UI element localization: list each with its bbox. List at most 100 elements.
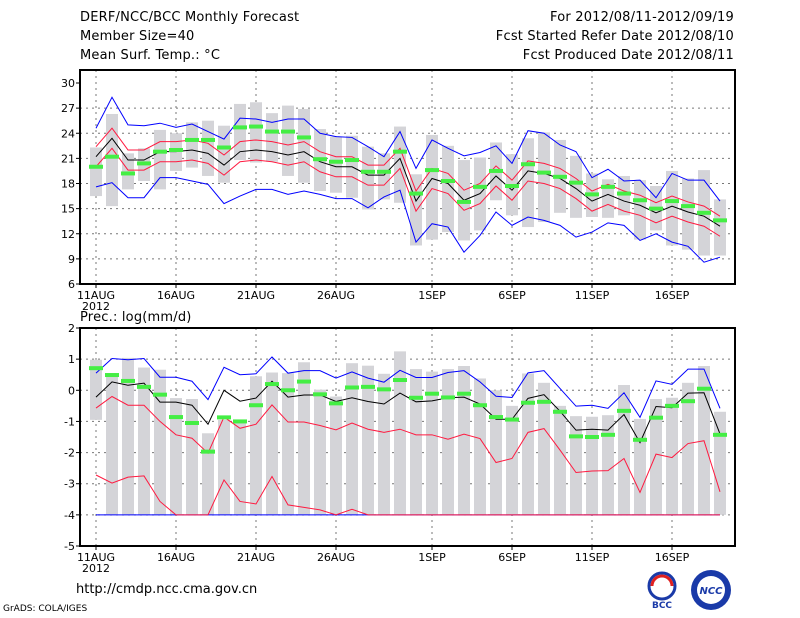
- produced-date: Fcst Produced Date 2012/08/11: [522, 48, 734, 63]
- observation-mark: [425, 391, 439, 396]
- observation-mark: [697, 386, 711, 391]
- ensemble-box: [538, 382, 550, 515]
- x-tick-label: 6SEP: [498, 289, 526, 302]
- observation-mark: [121, 171, 135, 176]
- observation-mark: [553, 174, 567, 179]
- observation-mark: [121, 378, 135, 383]
- y-tick-label: -5: [64, 540, 75, 553]
- observation-mark: [329, 159, 343, 164]
- forecast-period: For 2012/08/11-2012/09/19: [550, 10, 734, 25]
- observation-mark: [409, 191, 423, 196]
- ensemble-box: [298, 108, 310, 183]
- ensemble-box: [266, 372, 278, 515]
- ensemble-box: [250, 102, 262, 163]
- observation-mark: [441, 178, 455, 183]
- ensemble-box: [602, 179, 614, 218]
- ensemble-box: [570, 155, 582, 218]
- series-upper-line: [95, 127, 721, 217]
- ensemble-box: [138, 367, 150, 515]
- y-tick-label: 2: [68, 322, 75, 335]
- observation-mark: [313, 392, 327, 397]
- chart-title: DERF/NCC/BCC Monthly Forecast: [80, 10, 300, 25]
- observation-mark: [537, 399, 551, 404]
- ensemble-box: [330, 136, 342, 193]
- plot-frame: [79, 69, 736, 285]
- observation-mark: [521, 400, 535, 405]
- ensemble-box: [426, 134, 438, 240]
- ensemble-box: [666, 170, 678, 246]
- ensemble-box: [362, 146, 374, 210]
- observation-mark: [329, 401, 343, 406]
- x-tick-label: 1SEP: [418, 289, 446, 302]
- y-tick-label: -4: [64, 509, 75, 522]
- observation-mark: [585, 435, 599, 439]
- ensemble-box: [506, 405, 518, 515]
- ensemble-box: [666, 397, 678, 515]
- ensemble-box: [410, 369, 422, 515]
- ensemble-box: [458, 365, 470, 515]
- series-mean-line: [95, 137, 721, 227]
- observation-mark: [345, 385, 359, 390]
- y-tick-label: 1: [68, 353, 75, 366]
- observation-mark: [201, 137, 215, 142]
- ensemble-box: [298, 362, 310, 515]
- ensemble-box: [282, 373, 294, 515]
- observation-mark: [297, 135, 311, 140]
- x-tick-label: 26AUG: [317, 289, 355, 302]
- ensemble-box: [618, 175, 630, 216]
- ensemble-box: [554, 405, 566, 515]
- observation-mark: [489, 168, 503, 173]
- started-date: Fcst Started Refer Date 2012/08/10: [495, 29, 734, 44]
- ensemble-box: [714, 411, 726, 515]
- observation-mark: [217, 145, 231, 150]
- observation-mark: [553, 409, 567, 414]
- ensemble-box: [602, 415, 614, 515]
- x-tick-label: 11AUG: [77, 551, 115, 564]
- series-lower-line: [95, 474, 720, 516]
- ensemble-box: [682, 382, 694, 515]
- observation-mark: [281, 388, 295, 393]
- observation-mark: [505, 184, 519, 189]
- bcc-logo-text: BCC: [652, 601, 672, 611]
- x-tick-sublabel: 2012: [82, 562, 110, 575]
- series-max-line: [95, 356, 721, 419]
- ensemble-box: [570, 416, 582, 515]
- x-tick-label: 11SEP: [575, 551, 610, 564]
- ncc-logo-text: NCC: [699, 586, 723, 597]
- observation-mark: [617, 408, 631, 413]
- y-tick-label: 6: [68, 278, 75, 291]
- x-tick-label: 26AUG: [317, 551, 355, 564]
- source-url[interactable]: http://cmdp.ncc.cma.gov.cn: [76, 582, 258, 597]
- observation-mark: [425, 168, 439, 173]
- observation-mark: [185, 420, 199, 425]
- y-tick-label: -2: [64, 447, 75, 460]
- bcc-logo: BCC: [647, 571, 677, 611]
- ensemble-box: [266, 113, 278, 162]
- ncc-logo: NCC: [691, 570, 731, 610]
- observation-mark: [89, 366, 103, 371]
- ensemble-box: [394, 126, 406, 203]
- observation-mark: [361, 169, 375, 174]
- observation-mark: [633, 198, 647, 203]
- y-tick-label: 27: [61, 102, 75, 115]
- ensemble-box: [154, 129, 166, 190]
- observation-mark: [521, 162, 535, 167]
- observation-mark: [409, 395, 423, 400]
- observation-mark: [185, 137, 199, 142]
- observation-mark: [265, 129, 279, 134]
- ensemble-box: [442, 145, 454, 233]
- x-tick-label: 21AUG: [237, 551, 275, 564]
- ensemble-box: [618, 384, 630, 515]
- ensemble-box: [634, 418, 646, 515]
- observation-mark: [297, 379, 311, 384]
- ensemble-box: [186, 399, 198, 515]
- ensemble-box: [90, 359, 102, 420]
- ensemble-box: [250, 376, 262, 515]
- observation-mark: [105, 373, 119, 378]
- series-min-line: [95, 177, 721, 263]
- y-tick-label: 12: [61, 228, 75, 241]
- ensemble-box: [202, 120, 214, 176]
- observation-mark: [457, 391, 471, 396]
